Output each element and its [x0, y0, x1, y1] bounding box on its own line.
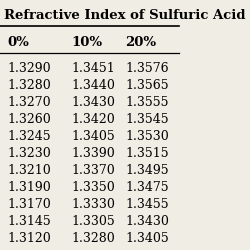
Text: 1.3305: 1.3305 [72, 215, 116, 228]
Text: 1.3451: 1.3451 [72, 62, 116, 75]
Text: 0%: 0% [7, 36, 29, 49]
Text: 1.3270: 1.3270 [7, 96, 51, 109]
Text: 1.3495: 1.3495 [126, 164, 169, 177]
Text: 1.3350: 1.3350 [72, 181, 116, 194]
Text: 1.3280: 1.3280 [7, 79, 51, 92]
Text: 20%: 20% [126, 36, 156, 49]
Text: 1.3405: 1.3405 [72, 130, 116, 143]
Text: 1.3420: 1.3420 [72, 113, 116, 126]
Text: 1.3515: 1.3515 [126, 147, 169, 160]
Text: 1.3430: 1.3430 [126, 215, 169, 228]
Text: 1.3530: 1.3530 [126, 130, 169, 143]
Text: 1.3405: 1.3405 [126, 232, 169, 245]
Text: 1.3170: 1.3170 [7, 198, 51, 211]
Text: 1.3390: 1.3390 [72, 147, 116, 160]
Text: 1.3245: 1.3245 [7, 130, 51, 143]
Text: 1.3260: 1.3260 [7, 113, 51, 126]
Text: 1.3555: 1.3555 [126, 96, 169, 109]
Text: 1.3430: 1.3430 [72, 96, 116, 109]
Text: 1.3230: 1.3230 [7, 147, 51, 160]
Text: 1.3545: 1.3545 [126, 113, 169, 126]
Text: 1.3145: 1.3145 [7, 215, 51, 228]
Text: 1.3440: 1.3440 [72, 79, 116, 92]
Text: 1.3475: 1.3475 [126, 181, 169, 194]
Text: 1.3330: 1.3330 [72, 198, 116, 211]
Text: 1.3455: 1.3455 [126, 198, 169, 211]
Text: 1.3370: 1.3370 [72, 164, 116, 177]
Text: 1.3210: 1.3210 [7, 164, 51, 177]
Text: 1.3120: 1.3120 [7, 232, 51, 245]
Text: 1.3576: 1.3576 [126, 62, 169, 75]
Text: 10%: 10% [72, 36, 103, 49]
Text: 1.3565: 1.3565 [126, 79, 169, 92]
Text: 1.3190: 1.3190 [7, 181, 51, 194]
Text: 1.3280: 1.3280 [72, 232, 116, 245]
Text: 1.3290: 1.3290 [7, 62, 51, 75]
Text: Refractive Index of Sulfuric Acid in: Refractive Index of Sulfuric Acid in [4, 9, 250, 22]
